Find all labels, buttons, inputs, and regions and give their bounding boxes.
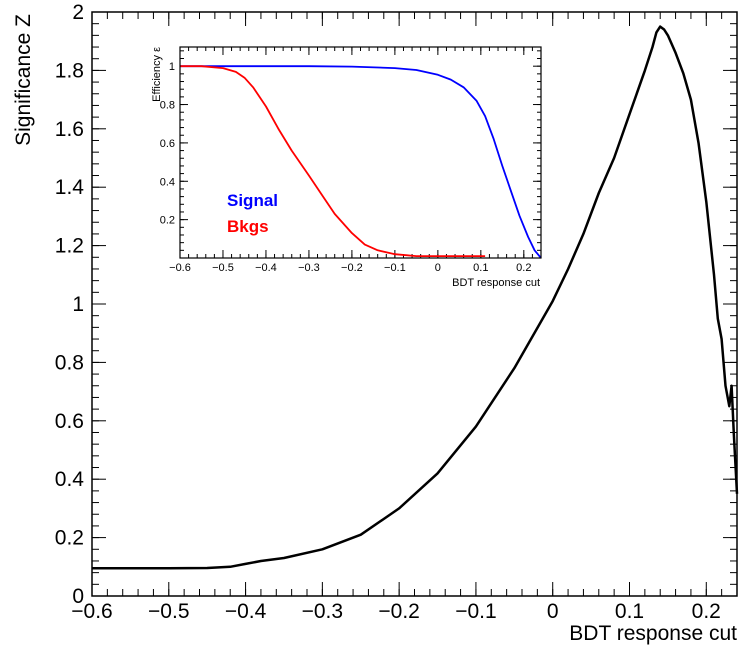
inset-background	[180, 47, 541, 258]
x-tick-label: −0.4	[225, 600, 267, 623]
main-y-tick-labels: 0 0.2 0.4 0.6 0.8 1 1.2 1.4 1.6 1.8 2	[55, 1, 85, 608]
main-plot: −0.6 −0.5 −0.4 −0.3 −0.2 −0.1 0 0.1 0.2 00.20.40…	[12, 1, 739, 645]
x-tick-label: −0.2	[341, 262, 363, 274]
efficiency-inset-plot: −0.6 −0.5 −0.4 −0.3 −0.2 −0.1 0 0.1 0.2 0.20.40.…	[151, 46, 542, 289]
main-series-layer	[92, 25, 739, 570]
x-tick-label: 0	[547, 600, 559, 623]
inset-plot-frame	[179, 46, 542, 259]
y-tick-label: 0.4	[55, 468, 85, 491]
inset-x-tick-labels: −0.6 −0.5 −0.4 −0.3 −0.2 −0.1 0 0.1 0.2	[169, 262, 531, 274]
x-tick-label: 0.1	[473, 262, 488, 274]
y-tick-label: 0.6	[55, 410, 84, 433]
x-tick-label: −0.5	[212, 262, 234, 274]
y-tick-label: 1	[72, 293, 84, 316]
series-line-bkgs	[180, 65, 486, 258]
legend-entry-signal: Signal	[227, 191, 278, 210]
x-tick-label: −0.3	[302, 600, 343, 623]
y-tick-label: 0	[72, 585, 84, 608]
series-line-signal	[180, 65, 542, 259]
y-tick-label: 0.6	[160, 138, 175, 150]
y-tick-label: 1.4	[55, 176, 85, 199]
main-x-tick-labels: −0.6 −0.5 −0.4 −0.3 −0.2 −0.1 0 0.1 0.2	[71, 600, 721, 623]
x-tick-label: −0.1	[455, 600, 496, 623]
inset-series-layer	[180, 65, 542, 259]
inset-y-tick-labels: 0.2 0.4 0.6 0.8 1	[160, 61, 175, 226]
inset-y-axis-title: Efficiency ε	[151, 47, 163, 102]
y-tick-label: 0.2	[55, 527, 84, 550]
main-plot-frame	[91, 11, 738, 597]
x-tick-label: −0.3	[298, 262, 320, 274]
y-tick-label: 0.8	[160, 100, 175, 112]
inset-x-axis-title: BDT response cut	[452, 277, 540, 289]
y-tick-label: 0.4	[160, 176, 175, 188]
x-tick-label: 0.2	[692, 600, 721, 623]
inset-legend: Signal Bkgs	[227, 191, 278, 236]
x-tick-label: −0.2	[378, 600, 419, 623]
y-tick-label: 1	[169, 61, 175, 73]
main-x-axis-title: BDT response cut	[569, 622, 737, 645]
y-tick-label: 1.6	[55, 118, 84, 141]
y-tick-label: 1.8	[55, 59, 84, 82]
legend-entry-bkgs: Bkgs	[227, 217, 269, 236]
y-tick-label: 0.8	[55, 351, 84, 374]
series-line-significance	[92, 25, 739, 570]
x-tick-label: −0.6	[71, 600, 112, 623]
x-tick-label: 0.1	[615, 600, 644, 623]
x-tick-label: 0	[435, 262, 441, 274]
y-tick-label: 0.2	[160, 215, 175, 227]
x-tick-label: −0.6	[169, 262, 191, 274]
x-tick-label: −0.5	[148, 600, 189, 623]
x-tick-label: −0.4	[255, 262, 277, 274]
y-tick-label: 2	[72, 1, 84, 24]
main-y-axis-title: Significance Z	[12, 14, 35, 146]
y-tick-label: 1.2	[55, 235, 84, 258]
x-tick-label: 0.2	[516, 262, 531, 274]
x-tick-label: −0.1	[384, 262, 406, 274]
